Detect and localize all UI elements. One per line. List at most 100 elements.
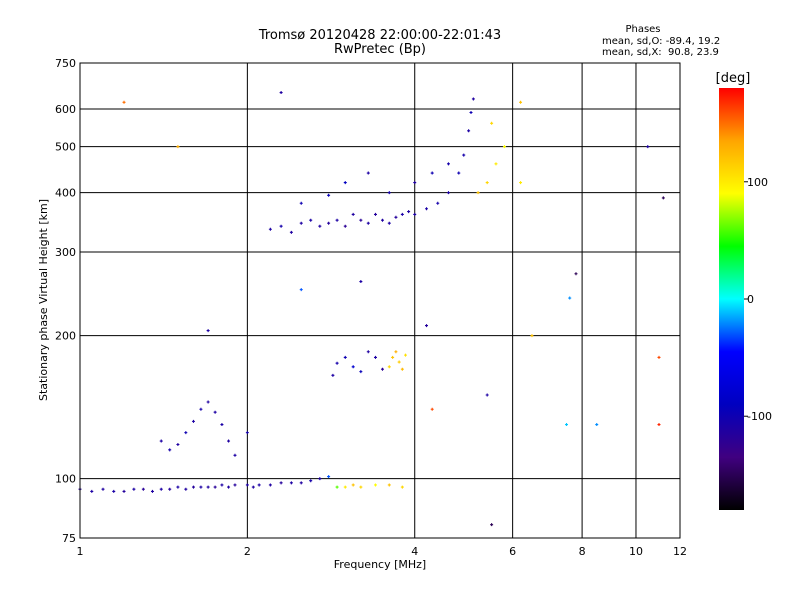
data-point <box>141 487 145 491</box>
data-point <box>397 360 401 364</box>
data-point <box>391 355 395 359</box>
data-point <box>112 489 116 493</box>
stats-box: Phases mean, sd,O: -89.4, 19.2 mean, sd,… <box>602 24 720 58</box>
colorbar <box>719 88 744 510</box>
data-point <box>351 365 355 369</box>
data-point <box>343 224 347 228</box>
data-point <box>299 221 303 225</box>
y-tick-label: 750 <box>55 57 76 70</box>
data-point <box>387 191 391 195</box>
data-point <box>327 221 331 225</box>
y-tick-label: 600 <box>55 103 76 116</box>
data-point <box>176 485 180 489</box>
y-tick-label: 300 <box>55 246 76 259</box>
data-point <box>359 280 363 284</box>
data-point <box>299 481 303 485</box>
data-point <box>467 129 471 133</box>
data-point <box>387 221 391 225</box>
data-point <box>373 483 377 487</box>
data-point <box>343 355 347 359</box>
data-point <box>565 423 569 427</box>
data-point <box>176 443 180 447</box>
data-point <box>494 162 498 166</box>
x-tick-label: 1 <box>77 545 84 558</box>
data-point <box>430 171 434 175</box>
data-point <box>335 361 339 365</box>
data-point <box>327 475 331 479</box>
data-point <box>176 145 180 149</box>
data-point <box>289 481 293 485</box>
y-tick-labels: 75 100 200 300 400 500 600 750 <box>55 57 76 545</box>
data-point <box>407 210 411 214</box>
data-point <box>657 423 661 427</box>
data-point <box>245 483 249 487</box>
x-tick-label: 2 <box>244 545 251 558</box>
data-point <box>351 483 355 487</box>
data-point <box>519 181 523 185</box>
data-point <box>227 485 231 489</box>
data-point <box>471 97 475 101</box>
data-point <box>191 485 195 489</box>
data-point <box>279 224 283 228</box>
stats-line-x: mean, sd,X: 90.8, 23.9 <box>602 47 719 58</box>
data-point <box>184 431 188 435</box>
data-point <box>373 212 377 216</box>
data-point <box>359 370 363 374</box>
data-point <box>359 485 363 489</box>
chart-title: Tromsø 20120428 22:00:00-22:01:43 <box>258 28 501 43</box>
data-point <box>184 487 188 491</box>
x-tick-label: 6 <box>509 545 516 558</box>
data-point <box>400 367 404 371</box>
data-point <box>331 373 335 377</box>
data-point <box>220 423 224 427</box>
data-point <box>359 218 363 222</box>
data-point <box>413 181 417 185</box>
data-point <box>206 329 210 333</box>
data-point <box>446 162 450 166</box>
colorbar-tick-label: -100 <box>747 410 772 423</box>
data-point <box>490 121 494 125</box>
data-point <box>327 193 331 197</box>
data-point <box>387 483 391 487</box>
data-point <box>490 523 494 527</box>
x-axis-label: Frequency [MHz] <box>334 558 426 571</box>
y-axis-label: Stationary phase Virtual Height [km] <box>37 199 50 401</box>
data-point <box>343 485 347 489</box>
data-points <box>78 91 665 527</box>
data-point <box>309 218 313 222</box>
data-point <box>661 196 665 200</box>
data-point <box>366 171 370 175</box>
data-point <box>318 477 322 481</box>
plot-frame <box>79 62 681 539</box>
data-point <box>380 218 384 222</box>
data-point <box>394 215 398 219</box>
data-point <box>413 212 417 216</box>
data-point <box>373 355 377 359</box>
colorbar-tick-label: 100 <box>747 176 768 189</box>
data-point <box>122 489 126 493</box>
data-point <box>90 489 94 493</box>
data-point <box>199 485 203 489</box>
data-point <box>132 487 136 491</box>
data-point <box>268 483 272 487</box>
colorbar-tick-labels: 100 0 -100 <box>744 176 772 423</box>
y-tick-label: 100 <box>55 473 76 486</box>
data-point <box>351 212 355 216</box>
data-point <box>233 453 237 457</box>
data-point <box>213 485 217 489</box>
data-point <box>387 365 391 369</box>
data-point <box>425 207 429 211</box>
data-point <box>206 400 210 404</box>
data-point <box>425 324 429 328</box>
data-point <box>268 227 272 231</box>
data-point <box>299 201 303 205</box>
data-point <box>227 439 231 443</box>
grid-lines <box>80 63 680 538</box>
data-point <box>595 423 599 427</box>
data-point <box>309 479 313 483</box>
data-point <box>279 481 283 485</box>
data-point <box>168 448 172 452</box>
data-point <box>159 487 163 491</box>
data-point <box>318 224 322 228</box>
data-point <box>101 487 105 491</box>
